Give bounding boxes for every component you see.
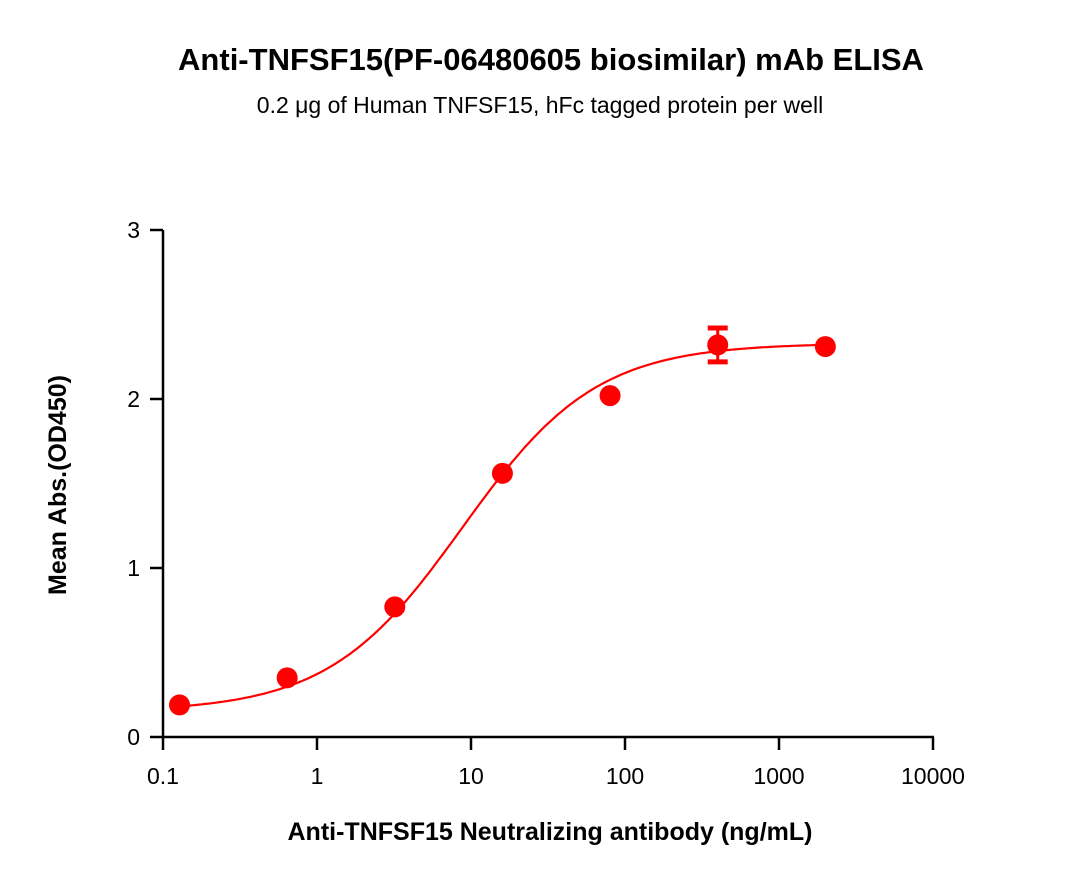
- y-tick-label: 1: [127, 555, 140, 581]
- x-axis-label: Anti-TNFSF15 Neutralizing antibody (ng/m…: [288, 818, 813, 846]
- y-tick-label: 2: [127, 386, 140, 412]
- data-point: [599, 385, 621, 407]
- data-point: [276, 667, 298, 689]
- x-tick-label: 1: [311, 763, 324, 789]
- chart-subtitle: 0.2 μg of Human TNFSF15, hFc tagged prot…: [257, 92, 823, 118]
- x-tick-label: 0.1: [147, 763, 179, 789]
- data-point: [707, 334, 729, 356]
- x-tick-label: 1000: [753, 763, 804, 789]
- fit-curve: [179, 343, 826, 708]
- data-point: [814, 336, 836, 358]
- data-point: [491, 462, 513, 484]
- x-tick-label: 10: [458, 763, 484, 789]
- chart-title: Anti-TNFSF15(PF-06480605 biosimilar) mAb…: [178, 42, 924, 77]
- data-point: [169, 694, 191, 716]
- y-axis-label: Mean Abs.(OD450): [44, 375, 72, 595]
- data-point: [384, 596, 406, 618]
- x-tick-label: 100: [606, 763, 644, 789]
- x-tick-label: 10000: [901, 763, 965, 789]
- y-tick-label: 0: [127, 724, 140, 750]
- y-tick-label: 3: [127, 217, 140, 243]
